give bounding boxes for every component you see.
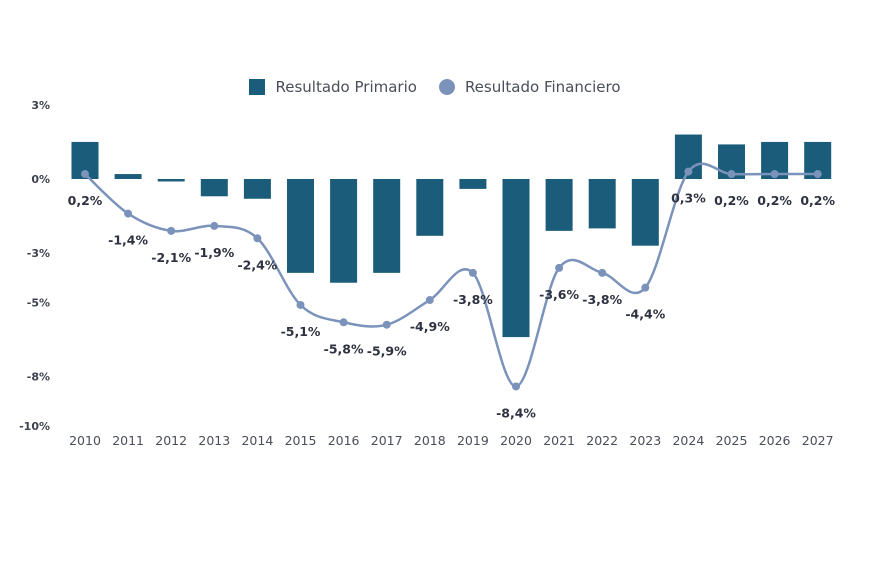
line-point [339, 318, 348, 327]
line-point [167, 226, 176, 235]
x-tick-label: 2011 [112, 433, 144, 448]
line-point [813, 170, 822, 179]
bar [157, 179, 185, 182]
bar [588, 179, 616, 229]
x-tick-label: 2010 [69, 433, 101, 448]
data-label: -8,4% [496, 405, 536, 420]
x-tick-label: 2018 [414, 433, 446, 448]
line-point [210, 221, 219, 230]
bar [200, 179, 228, 197]
bar [114, 174, 142, 179]
legend-item-primary: Resultado Primario [249, 78, 417, 96]
data-label: 0,3% [671, 191, 706, 206]
x-tick-label: 2021 [543, 433, 575, 448]
data-label: -4,9% [410, 319, 450, 334]
line-point [512, 382, 520, 391]
y-tick-label: -3% [27, 247, 50, 260]
data-label: 0,2% [714, 193, 749, 208]
line-point [425, 296, 434, 305]
line-point [382, 320, 391, 329]
financial-line [84, 162, 818, 388]
y-tick-label: -10% [19, 420, 50, 433]
data-label: -2,4% [237, 257, 277, 272]
y-tick-label: 3% [31, 99, 50, 112]
legend-label-primary: Resultado Primario [275, 78, 417, 96]
data-label: -3,6% [539, 287, 579, 302]
bar [373, 179, 401, 273]
data-label: 0,2% [68, 193, 103, 208]
data-label: -1,9% [194, 245, 234, 260]
data-label: -5,8% [324, 341, 364, 356]
legend: Resultado Primario Resultado Financiero [0, 78, 870, 96]
line-point [727, 170, 736, 179]
bar [631, 179, 659, 246]
line-point [555, 263, 564, 272]
bar [502, 179, 530, 338]
data-label: -3,8% [453, 292, 493, 307]
x-tick-label: 2020 [500, 433, 532, 448]
x-tick-label: 2017 [371, 433, 403, 448]
data-label: -5,1% [281, 324, 321, 339]
legend-label-financial: Resultado Financiero [464, 78, 621, 96]
data-label: -3,8% [582, 292, 622, 307]
data-label: -2,1% [151, 250, 191, 265]
bar [459, 179, 487, 189]
line-point [253, 234, 262, 243]
x-tick-label: 2012 [155, 433, 187, 448]
x-tick-label: 2023 [629, 433, 661, 448]
data-label: -5,9% [367, 344, 407, 359]
line-point [684, 167, 693, 176]
x-tick-label: 2015 [285, 433, 317, 448]
line-point [770, 170, 779, 179]
line-point [468, 268, 477, 277]
x-tick-label: 2014 [241, 433, 273, 448]
y-tick-label: -5% [27, 297, 50, 310]
bar [545, 179, 573, 231]
line-point [81, 170, 89, 179]
x-tick-label: 2013 [198, 433, 230, 448]
bar [416, 179, 444, 236]
x-tick-label: 2024 [672, 433, 704, 448]
line-point [296, 300, 305, 309]
legend-swatch-dot [438, 79, 455, 95]
x-tick-label: 2025 [716, 433, 748, 448]
bar [287, 179, 314, 273]
data-label: -4,4% [625, 307, 665, 322]
x-tick-label: 2016 [328, 433, 360, 448]
legend-swatch-bar [249, 79, 266, 95]
x-tick-label: 2026 [759, 433, 791, 448]
x-tick-label: 2027 [802, 433, 834, 448]
bar [243, 179, 271, 199]
x-tick-label: 2019 [457, 433, 489, 448]
line-point [124, 209, 133, 218]
y-tick-label: 0% [31, 173, 50, 186]
data-label: 0,2% [757, 193, 792, 208]
line-point [598, 268, 607, 277]
data-label: 0,2% [800, 193, 835, 208]
bar [330, 179, 358, 283]
legend-item-financial: Resultado Financiero [438, 78, 621, 96]
data-label: -1,4% [108, 233, 148, 248]
x-tick-label: 2022 [586, 433, 618, 448]
y-tick-label: -8% [27, 371, 50, 384]
line-point [641, 283, 650, 292]
